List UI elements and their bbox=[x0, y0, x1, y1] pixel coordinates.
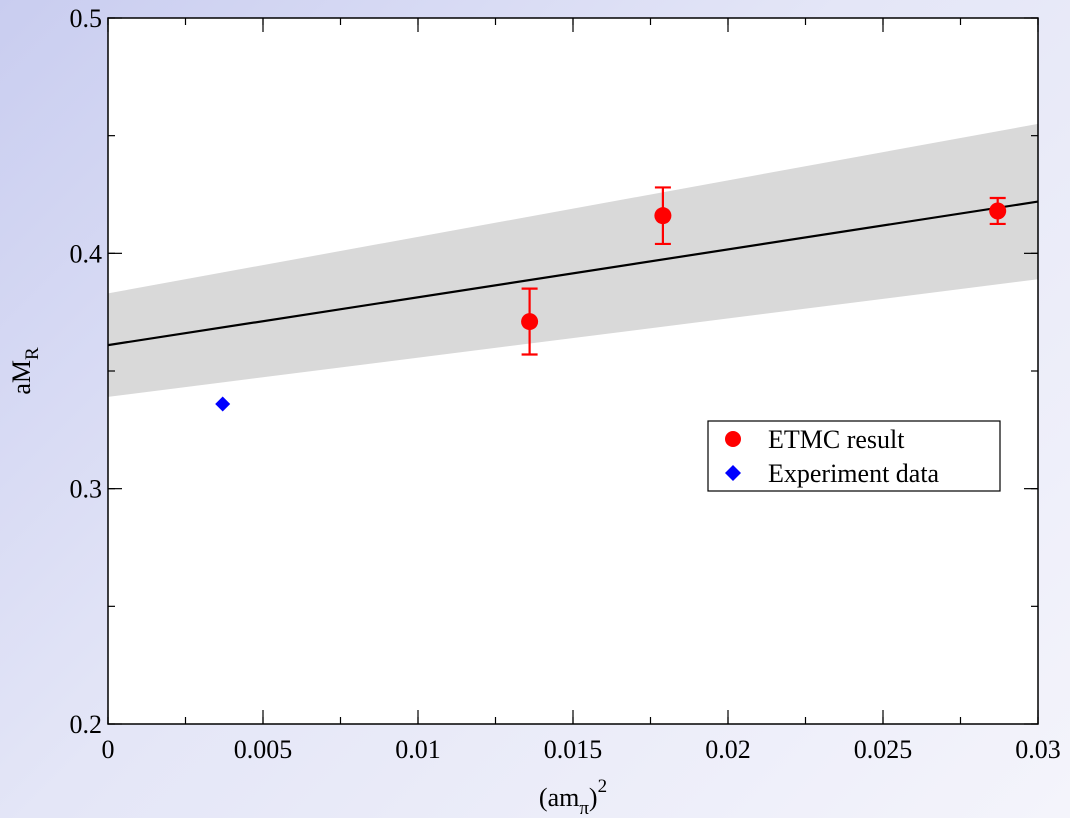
ticks-layer: 0 0.005 0.01 0.015 0.02 0.025 0.03 0.2 0.3 0.4 0.5 bbox=[70, 4, 1061, 764]
fit-error-band bbox=[108, 123, 1038, 397]
fit-line bbox=[107, 200, 1039, 347]
data-point-experiment-0 bbox=[215, 396, 231, 412]
y-tick-label: 0.4 bbox=[70, 239, 103, 268]
x-tick-label: 0.01 bbox=[395, 735, 441, 764]
x-tick-label: 0.005 bbox=[234, 735, 293, 764]
x-axis-label: (amπ)2 bbox=[539, 776, 607, 818]
data-marks-layer bbox=[215, 186, 1007, 412]
fit-line-layer bbox=[107, 200, 1039, 347]
fit-band-layer bbox=[108, 123, 1038, 397]
data-point-etmc-0 bbox=[521, 313, 539, 331]
legend-marker-experiment bbox=[725, 465, 741, 481]
x-tick-label: 0 bbox=[102, 735, 115, 764]
y-tick-label: 0.2 bbox=[70, 710, 103, 739]
y-tick-label: 0.5 bbox=[70, 4, 103, 33]
x-tick-label: 0.02 bbox=[705, 735, 751, 764]
data-point-etmc-1 bbox=[654, 207, 672, 225]
x-tick-label: 0.025 bbox=[854, 735, 913, 764]
y-tick-label: 0.3 bbox=[70, 475, 103, 504]
data-point-etmc-2 bbox=[989, 202, 1007, 220]
legend-label-etmc: ETMC result bbox=[768, 425, 905, 454]
legend-label-experiment: Experiment data bbox=[768, 459, 940, 488]
legend: ETMC result Experiment data bbox=[707, 420, 1001, 492]
legend-marker-etmc bbox=[725, 431, 741, 447]
legend-box bbox=[707, 420, 1001, 492]
x-tick-label: 0.015 bbox=[544, 735, 603, 764]
y-axis-label: aMR bbox=[7, 347, 43, 395]
x-tick-label: 0.03 bbox=[1015, 735, 1061, 764]
